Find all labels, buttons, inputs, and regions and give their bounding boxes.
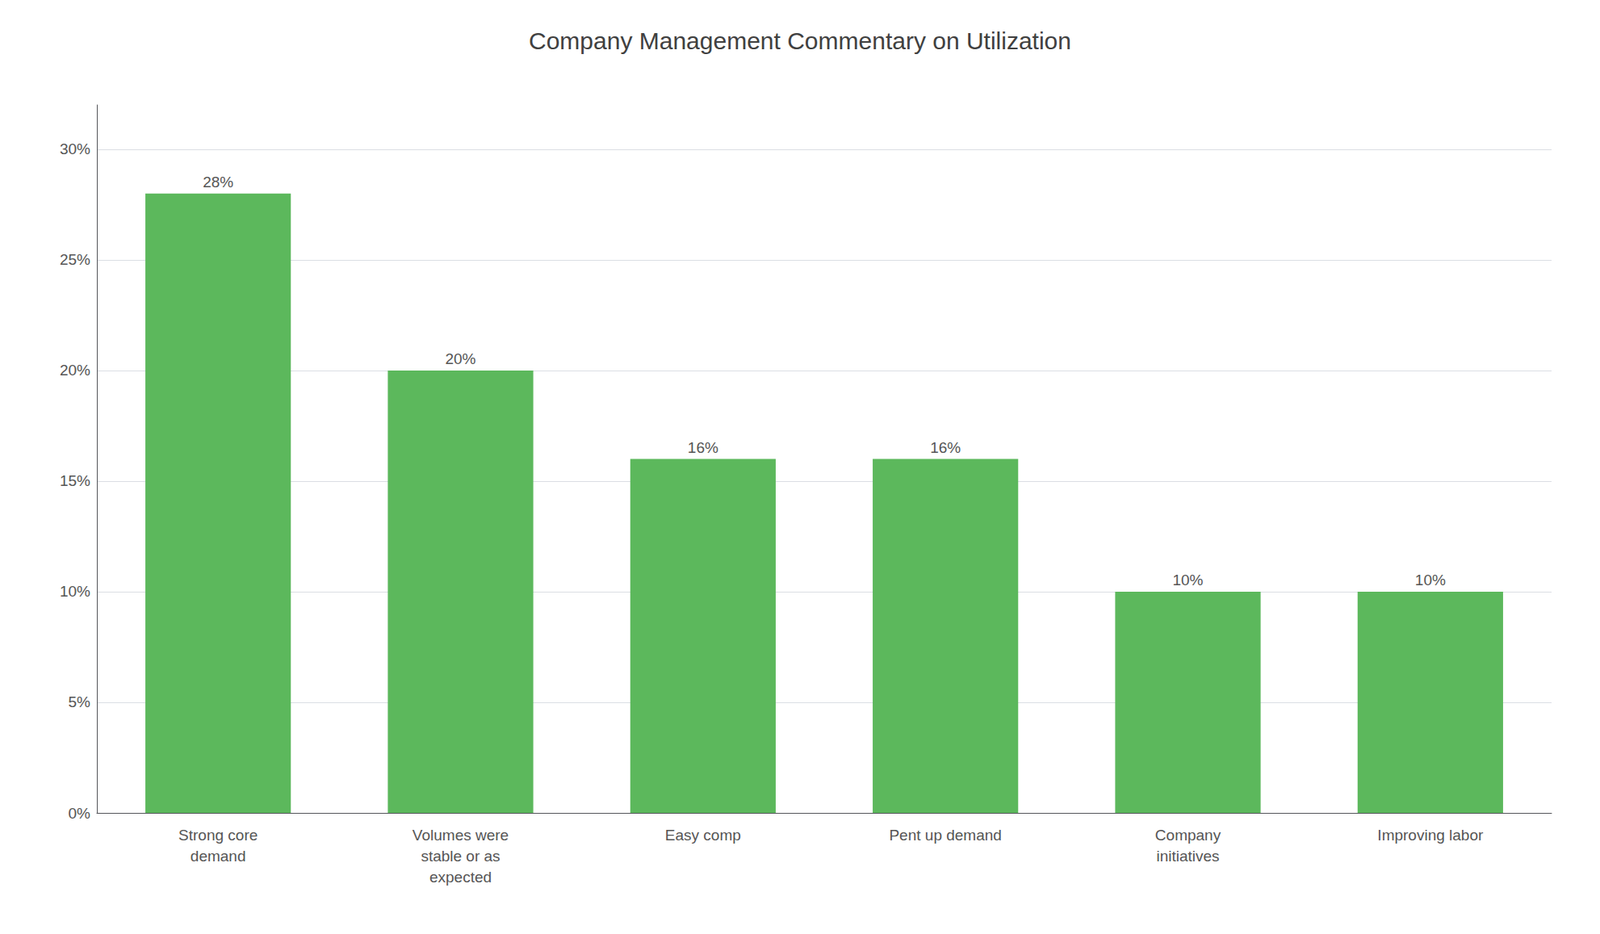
svg-text:Strong core: Strong core: [178, 826, 258, 844]
svg-text:30%: 30%: [59, 140, 91, 158]
svg-text:28%: 28%: [202, 173, 234, 191]
svg-text:Volumes were: Volumes were: [412, 826, 509, 844]
svg-text:0%: 0%: [68, 804, 92, 822]
svg-text:10%: 10%: [1172, 571, 1203, 589]
svg-text:Company: Company: [1155, 826, 1222, 844]
svg-text:initiatives: initiatives: [1156, 847, 1219, 865]
svg-text:5%: 5%: [68, 693, 92, 711]
svg-text:expected: expected: [429, 868, 492, 886]
svg-text:20%: 20%: [59, 361, 91, 379]
svg-text:20%: 20%: [444, 350, 476, 368]
svg-text:16%: 16%: [687, 439, 719, 457]
svg-text:25%: 25%: [59, 251, 91, 269]
svg-text:Company Management Commentary: Company Management Commentary on Utiliza…: [528, 27, 1072, 55]
svg-text:10%: 10%: [1415, 571, 1446, 589]
svg-text:demand: demand: [190, 847, 247, 865]
svg-text:stable or as: stable or as: [420, 847, 500, 865]
svg-text:Easy comp: Easy comp: [665, 826, 742, 844]
svg-text:Improving labor: Improving labor: [1377, 826, 1484, 844]
svg-text:15%: 15%: [59, 472, 91, 490]
svg-text:10%: 10%: [59, 582, 91, 600]
svg-text:16%: 16%: [929, 439, 961, 457]
svg-text:Pent up demand: Pent up demand: [888, 826, 1002, 844]
